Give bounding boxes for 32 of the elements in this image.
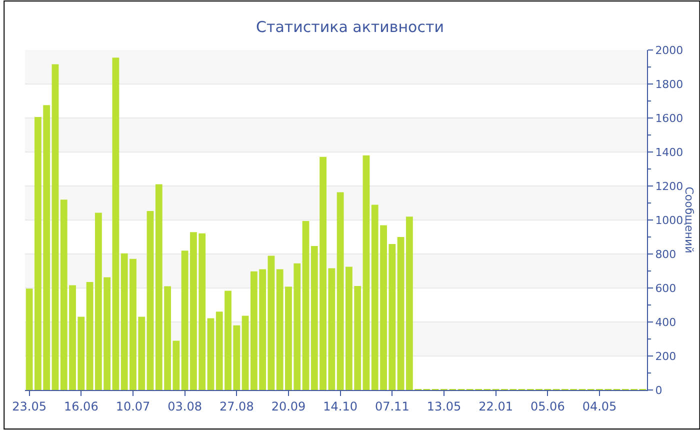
y-tick-label: 800 [655,248,676,261]
bar [52,64,59,390]
y-tick-label: 1800 [655,78,684,91]
bar [146,210,154,390]
x-tick-label: 03.08 [168,399,202,414]
y-tick-label: 2000 [655,44,684,57]
y-tick-label: 200 [655,350,676,363]
x-tick-label: 20.09 [271,399,306,414]
x-tick-label: 27.08 [219,399,254,414]
bar [207,318,214,390]
y-tick-label: 400 [655,316,676,329]
y-tick-label: 1200 [655,180,684,193]
x-tick-label: 05.06 [530,399,565,414]
x-tick-label: 16.06 [64,399,98,414]
x-tick-label: 14.10 [323,399,358,414]
chart-title: Статистика активности [256,18,444,36]
x-tick-label: 07.11 [374,399,410,414]
y-tick-label: 0 [655,384,662,397]
bar [112,58,120,390]
x-tick-label: 13.05 [426,399,462,414]
y-tick-label: 1000 [655,214,684,227]
bar [302,221,310,390]
x-tick-label: 22.01 [478,399,513,414]
x-tick-label: 10.07 [116,399,150,414]
y-tick-label: 1400 [655,146,684,159]
y-axis-title: Сообщений [682,186,696,254]
y-tick-label: 600 [655,282,676,295]
x-tick-label: 04.05 [582,399,617,414]
bar [268,256,275,390]
bar [362,155,370,390]
x-tick-label: 23.05 [12,399,46,414]
y-tick-label: 1600 [655,112,684,125]
